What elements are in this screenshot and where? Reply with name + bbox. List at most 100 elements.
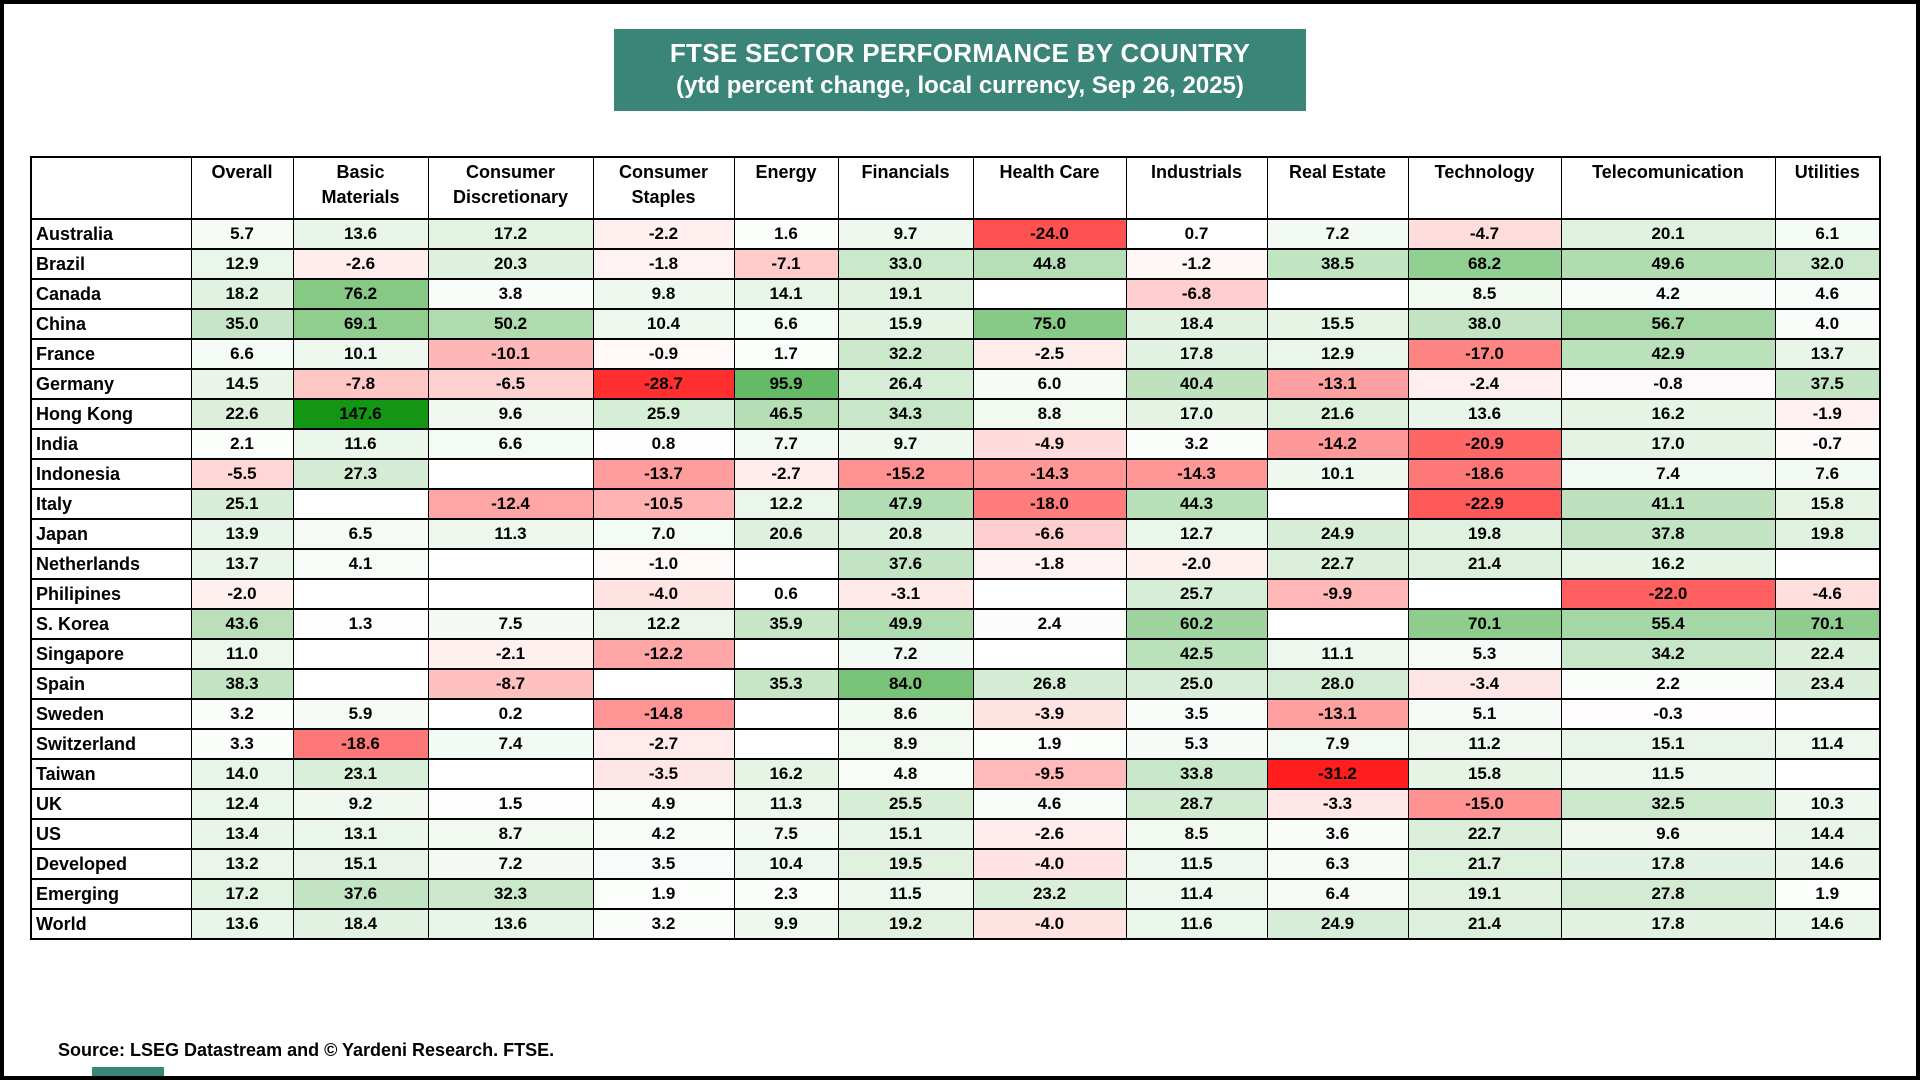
value-cell: 12.4 xyxy=(190,788,294,820)
table-row: Australia 5.7 13.6 17.2 -2.2 1.6 9.7 -24.0 0.7 7.… xyxy=(30,218,1881,250)
value-cell: 1.6 xyxy=(733,218,839,250)
value-cell: 50.2 xyxy=(427,308,594,340)
value-cell: 32.0 xyxy=(1774,248,1881,280)
value-cell: 6.6 xyxy=(190,338,294,370)
value-cell xyxy=(427,458,594,490)
value-cell: -22.9 xyxy=(1407,488,1562,520)
value-cell: 11.5 xyxy=(1560,758,1776,790)
value-cell: 76.2 xyxy=(292,278,429,310)
value-cell: 18.2 xyxy=(190,278,294,310)
value-cell: 6.1 xyxy=(1774,218,1881,250)
value-cell: 17.0 xyxy=(1125,398,1268,430)
value-cell: 11.0 xyxy=(190,638,294,670)
value-cell: 6.6 xyxy=(733,308,839,340)
value-cell: 15.8 xyxy=(1407,758,1562,790)
value-cell: 8.7 xyxy=(427,818,594,850)
value-cell: -1.8 xyxy=(972,548,1127,580)
value-cell: 11.1 xyxy=(1266,638,1409,670)
value-cell: -0.7 xyxy=(1774,428,1881,460)
value-cell: 2.2 xyxy=(1560,668,1776,700)
value-cell xyxy=(733,638,839,670)
value-cell: 7.9 xyxy=(1266,728,1409,760)
table-row: Indonesia -5.5 27.3 -13.7 -2.7 -15.2 -14.3 -14.… xyxy=(30,458,1881,490)
value-cell: 10.1 xyxy=(1266,458,1409,490)
value-cell xyxy=(972,578,1127,610)
value-cell: 17.0 xyxy=(1560,428,1776,460)
value-cell: 9.6 xyxy=(1560,818,1776,850)
value-cell: 34.2 xyxy=(1560,638,1776,670)
page-title: FTSE SECTOR PERFORMANCE BY COUNTRY xyxy=(669,38,1251,68)
value-cell: 35.3 xyxy=(733,668,839,700)
value-cell: 32.3 xyxy=(427,878,594,910)
value-cell: 69.1 xyxy=(292,308,429,340)
header-row: Overall Basic Materials Consumer Discretio… xyxy=(30,156,1881,220)
value-cell: 1.3 xyxy=(292,608,429,640)
value-cell: 10.1 xyxy=(292,338,429,370)
value-cell: -1.0 xyxy=(592,548,735,580)
value-cell: 20.8 xyxy=(837,518,974,550)
column-header: Industrials xyxy=(1125,156,1268,220)
value-cell: 24.9 xyxy=(1266,908,1409,940)
value-cell: 9.9 xyxy=(733,908,839,940)
value-cell: 4.1 xyxy=(292,548,429,580)
value-cell: -7.1 xyxy=(733,248,839,280)
value-cell: 38.3 xyxy=(190,668,294,700)
column-header: Consumer Discretionary xyxy=(427,156,594,220)
column-header: Utilities xyxy=(1774,156,1881,220)
value-cell: 2.3 xyxy=(733,878,839,910)
value-cell: 21.4 xyxy=(1407,908,1562,940)
value-cell: -1.2 xyxy=(1125,248,1268,280)
value-cell: 84.0 xyxy=(837,668,974,700)
value-cell xyxy=(592,668,735,700)
value-cell xyxy=(292,488,429,520)
row-label: Developed xyxy=(30,848,192,880)
column-header: Energy xyxy=(733,156,839,220)
value-cell: 34.3 xyxy=(837,398,974,430)
value-cell: 4.8 xyxy=(837,758,974,790)
row-label: Germany xyxy=(30,368,192,400)
value-cell: -12.2 xyxy=(592,638,735,670)
column-header: Telecomunication xyxy=(1560,156,1776,220)
value-cell: -2.6 xyxy=(292,248,429,280)
value-cell: -6.5 xyxy=(427,368,594,400)
value-cell: 13.7 xyxy=(1774,338,1881,370)
value-cell: 12.2 xyxy=(592,608,735,640)
value-cell: 28.0 xyxy=(1266,668,1409,700)
value-cell: 25.0 xyxy=(1125,668,1268,700)
value-cell: -14.8 xyxy=(592,698,735,730)
table-row: Singapore 11.0 -2.1 -12.2 7.2 42.5 11.1 5.3 34.2… xyxy=(30,638,1881,670)
value-cell: 13.6 xyxy=(427,908,594,940)
value-cell: 32.2 xyxy=(837,338,974,370)
table-row: World 13.6 18.4 13.6 3.2 9.9 19.2 -4.0 11.6 24.9 2… xyxy=(30,908,1881,940)
value-cell: -28.7 xyxy=(592,368,735,400)
value-cell: -4.0 xyxy=(592,578,735,610)
column-header: Health Care xyxy=(972,156,1127,220)
value-cell: 28.7 xyxy=(1125,788,1268,820)
value-cell: -2.4 xyxy=(1407,368,1562,400)
value-cell: 43.6 xyxy=(190,608,294,640)
value-cell: 16.2 xyxy=(1560,548,1776,580)
value-cell: 13.7 xyxy=(190,548,294,580)
value-cell xyxy=(1774,548,1881,580)
value-cell: 8.9 xyxy=(837,728,974,760)
value-cell: -6.8 xyxy=(1125,278,1268,310)
value-cell xyxy=(1266,278,1409,310)
value-cell: 14.1 xyxy=(733,278,839,310)
row-label: S. Korea xyxy=(30,608,192,640)
corner-cell xyxy=(30,156,192,220)
value-cell: 21.6 xyxy=(1266,398,1409,430)
value-cell: 7.5 xyxy=(733,818,839,850)
column-header: Consumer Staples xyxy=(592,156,735,220)
value-cell: -3.9 xyxy=(972,698,1127,730)
value-cell: 19.8 xyxy=(1407,518,1562,550)
value-cell: -24.0 xyxy=(972,218,1127,250)
value-cell: 11.6 xyxy=(292,428,429,460)
column-header: Technology xyxy=(1407,156,1562,220)
value-cell xyxy=(1774,698,1881,730)
value-cell: -18.6 xyxy=(292,728,429,760)
row-label: World xyxy=(30,908,192,940)
value-cell xyxy=(733,728,839,760)
value-cell: -12.4 xyxy=(427,488,594,520)
table-row: India 2.1 11.6 6.6 0.8 7.7 9.7 -4.9 3.2 -14.2 -20.… xyxy=(30,428,1881,460)
value-cell: 70.1 xyxy=(1774,608,1881,640)
